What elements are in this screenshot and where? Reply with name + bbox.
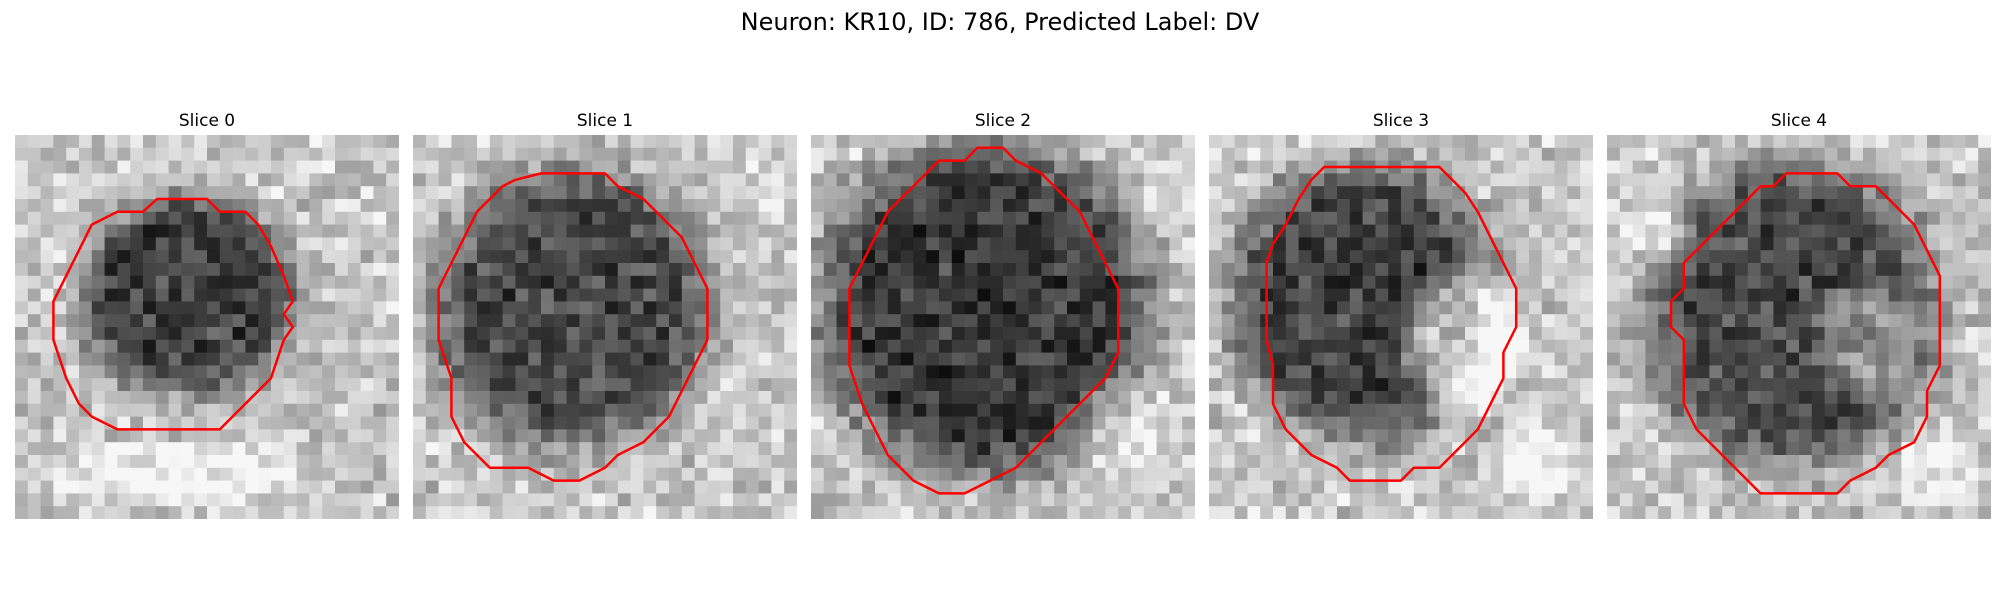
slice-image [1209,135,1593,519]
slice-panel: Slice 1 [413,108,797,519]
roi-contour [1265,165,1518,482]
slice-panel: Slice 2 [811,108,1195,519]
slice-image [413,135,797,519]
figure-title: Neuron: KR10, ID: 786, Predicted Label: … [740,8,1260,36]
pixel-grid [1209,135,1593,519]
roi-contour [52,197,295,431]
slice-panel: Slice 4 [1607,108,1991,519]
slice-panel: Slice 3 [1209,108,1593,519]
pixel-grid [413,135,797,519]
slice-image [1607,135,1991,519]
slice-image [811,135,1195,519]
pixel-grid [811,135,1195,519]
roi-contour [437,172,709,482]
slice-panel: Slice 0 [15,108,399,519]
slice-title: Slice 1 [576,111,634,131]
slice-image [15,135,399,519]
slice-title: Slice 3 [1372,111,1430,131]
pixel-grid [1607,135,1991,519]
pixel-grid [15,135,399,519]
slice-title: Slice 0 [178,111,236,131]
slice-title: Slice 2 [974,111,1032,131]
roi-contour [1669,172,1942,495]
slice-title: Slice 4 [1770,111,1828,131]
roi-contour [848,146,1120,495]
